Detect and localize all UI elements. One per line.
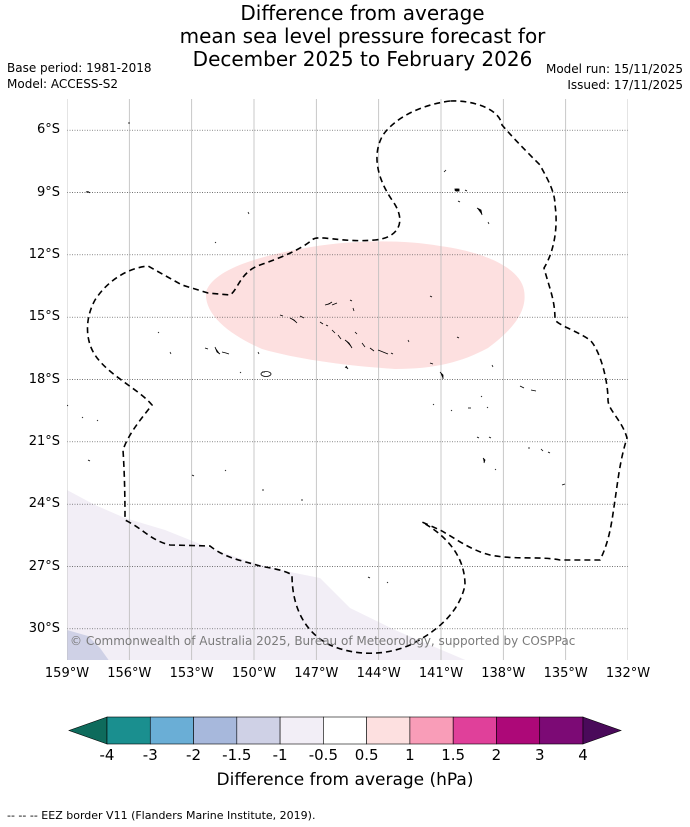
meta-right: Model run: 15/11/2025 Issued: 17/11/2025 — [546, 61, 683, 93]
base-period: Base period: 1981-2018 — [7, 61, 152, 75]
colorbar-segment — [279, 716, 324, 745]
lat-tick-label: 30°S — [28, 620, 60, 636]
footer-note: -- -- -- EEZ border V11 (Flanders Marine… — [7, 809, 316, 822]
lat-tick-label: 9°S — [36, 184, 60, 200]
lon-tick-label: 159°W — [44, 666, 90, 681]
lon-tick-label: 147°W — [294, 666, 339, 681]
lat-tick-label: 15°S — [28, 309, 60, 325]
lon-tick-label: 138°W — [481, 666, 526, 681]
lat-tick-label: 12°S — [28, 246, 60, 262]
title-line-2: mean sea level pressure forecast for — [179, 24, 546, 48]
colorbar-label: Difference from average (hPa) — [216, 770, 474, 790]
colorbar-tick: -3 — [142, 746, 158, 764]
lon-tick-label: 153°W — [169, 666, 214, 681]
colorbar-tick: 1 — [405, 746, 415, 764]
title-line-1: Difference from average — [240, 1, 485, 25]
model-name: Model: ACCESS-S2 — [7, 77, 119, 91]
colorbar-segment — [366, 716, 411, 745]
lon-tick-label: 135°W — [543, 666, 588, 681]
title-line-3: December 2025 to February 2026 — [192, 47, 533, 71]
lat-tick-label: 18°S — [28, 371, 60, 387]
colorbar-segment — [149, 716, 194, 745]
colorbar-tick: 4 — [578, 746, 588, 764]
colorbar-tick: -0.5 — [308, 746, 338, 764]
colorbar-segment — [323, 716, 367, 745]
colorbar-extend-high — [582, 716, 622, 745]
copyright-notice: © Commonwealth of Australia 2025, Bureau… — [70, 634, 576, 648]
lon-tick-label: 156°W — [107, 666, 152, 681]
colorbar-tick: 1.5 — [441, 746, 466, 764]
colorbar-segment — [106, 716, 151, 745]
colorbar-tick: -1 — [272, 746, 288, 764]
colorbar-extend-low — [68, 716, 108, 745]
lat-tick-label: 24°S — [28, 496, 60, 512]
lon-tick-label: 150°W — [231, 666, 277, 681]
lon-tick-label: 144°W — [356, 666, 401, 681]
meta-left: Base period: 1981-2018 Model: ACCESS-S2 — [7, 60, 152, 92]
colorbar-segment — [409, 716, 454, 745]
colorbar-segment — [539, 716, 584, 745]
colorbar-tick: 2 — [491, 746, 502, 764]
colorbar-segment — [193, 716, 238, 745]
colorbar-tick: -2 — [186, 746, 202, 764]
issued-date: Issued: 17/11/2025 — [567, 78, 683, 92]
colorbar-tick: -1.5 — [222, 746, 252, 764]
lon-tick-label: 141°W — [418, 666, 464, 681]
lat-tick-label: 6°S — [36, 122, 60, 138]
colorbar-segment — [452, 716, 497, 745]
gridlines — [67, 99, 628, 660]
map-title: Difference from average mean sea level p… — [0, 2, 690, 71]
lon-tick-label: 132°W — [605, 666, 651, 681]
model-run: Model run: 15/11/2025 — [545, 62, 683, 76]
colorbar-segment — [236, 716, 281, 745]
positive-anomaly-region — [205, 241, 525, 369]
islands — [67, 122, 566, 584]
map-plot — [67, 99, 628, 660]
lat-tick-label: 27°S — [28, 558, 60, 574]
colorbar-segment — [496, 716, 541, 745]
colorbar-tick: 0.5 — [354, 746, 379, 764]
eez-border — [86, 100, 628, 655]
lat-tick-label: 21°S — [28, 433, 60, 449]
colorbar — [68, 716, 622, 745]
negative-anomaly-region — [67, 490, 466, 660]
negative-anomaly-corner — [67, 630, 109, 660]
colorbar-tick: 3 — [534, 746, 545, 764]
colorbar-tick: -4 — [99, 746, 115, 764]
